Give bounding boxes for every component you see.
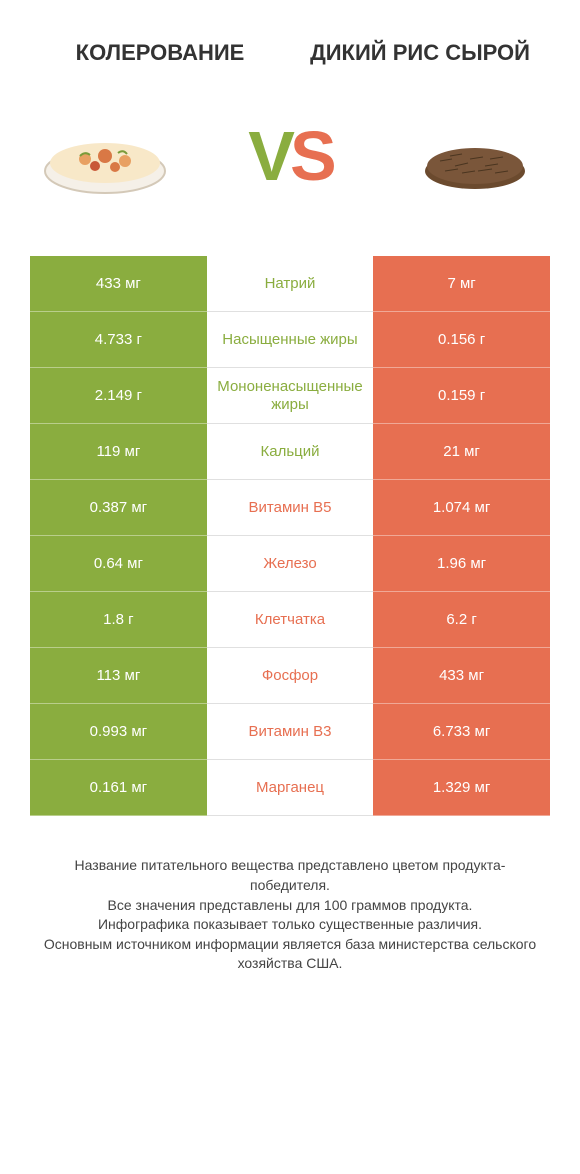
- cell-left-value: 113 мг: [30, 648, 207, 704]
- table-row: 0.161 мгМарганец1.329 мг: [30, 760, 550, 816]
- footer-line: Название питательного вещества представл…: [40, 856, 540, 895]
- cell-left-value: 0.161 мг: [30, 760, 207, 816]
- table-row: 0.387 мгВитамин B51.074 мг: [30, 480, 550, 536]
- header: КОЛЕРОВАНИЕ ДИКИЙ РИС СЫРОЙ: [30, 40, 550, 66]
- vs-label: VS: [248, 116, 331, 196]
- cell-left-value: 1.8 г: [30, 592, 207, 648]
- cell-left-value: 433 мг: [30, 256, 207, 312]
- cell-right-value: 1.074 мг: [373, 480, 550, 536]
- cell-nutrient-label: Железо: [207, 536, 373, 592]
- cell-nutrient-label: Витамин B3: [207, 704, 373, 760]
- table-row: 119 мгКальций21 мг: [30, 424, 550, 480]
- vs-section: VS: [30, 106, 550, 206]
- cell-right-value: 21 мг: [373, 424, 550, 480]
- cell-nutrient-label: Мононенасыщенные жиры: [207, 368, 373, 424]
- footer-line: Основным источником информации является …: [40, 935, 540, 974]
- cell-left-value: 0.64 мг: [30, 536, 207, 592]
- footer-line: Все значения представлены для 100 граммо…: [40, 896, 540, 916]
- cell-nutrient-label: Витамин B5: [207, 480, 373, 536]
- cell-right-value: 0.156 г: [373, 312, 550, 368]
- cell-left-value: 4.733 г: [30, 312, 207, 368]
- food-image-right: [400, 106, 550, 206]
- cell-nutrient-label: Фосфор: [207, 648, 373, 704]
- cell-right-value: 6.2 г: [373, 592, 550, 648]
- table-row: 4.733 гНасыщенные жиры0.156 г: [30, 312, 550, 368]
- table-row: 2.149 гМононенасыщенные жиры0.159 г: [30, 368, 550, 424]
- cell-right-value: 1.329 мг: [373, 760, 550, 816]
- cell-left-value: 2.149 г: [30, 368, 207, 424]
- cell-left-value: 0.387 мг: [30, 480, 207, 536]
- table-row: 0.64 мгЖелезо1.96 мг: [30, 536, 550, 592]
- footer-notes: Название питательного вещества представл…: [30, 856, 550, 974]
- cell-right-value: 0.159 г: [373, 368, 550, 424]
- cell-right-value: 7 мг: [373, 256, 550, 312]
- table-row: 0.993 мгВитамин B36.733 мг: [30, 704, 550, 760]
- cell-left-value: 0.993 мг: [30, 704, 207, 760]
- table-row: 1.8 гКлетчатка6.2 г: [30, 592, 550, 648]
- title-left: КОЛЕРОВАНИЕ: [30, 40, 290, 66]
- cell-nutrient-label: Насыщенные жиры: [207, 312, 373, 368]
- cell-nutrient-label: Марганец: [207, 760, 373, 816]
- cell-nutrient-label: Кальций: [207, 424, 373, 480]
- cell-right-value: 1.96 мг: [373, 536, 550, 592]
- cell-left-value: 119 мг: [30, 424, 207, 480]
- vs-v: V: [248, 117, 290, 195]
- cell-right-value: 433 мг: [373, 648, 550, 704]
- title-right: ДИКИЙ РИС СЫРОЙ: [290, 40, 550, 66]
- table-row: 113 мгФосфор433 мг: [30, 648, 550, 704]
- cell-nutrient-label: Клетчатка: [207, 592, 373, 648]
- vs-s: S: [290, 117, 332, 195]
- footer-line: Инфографика показывает только существенн…: [40, 915, 540, 935]
- cell-nutrient-label: Натрий: [207, 256, 373, 312]
- food-image-left: [30, 106, 180, 206]
- table-row: 433 мгНатрий7 мг: [30, 256, 550, 312]
- cell-right-value: 6.733 мг: [373, 704, 550, 760]
- comparison-table: 433 мгНатрий7 мг4.733 гНасыщенные жиры0.…: [30, 256, 550, 816]
